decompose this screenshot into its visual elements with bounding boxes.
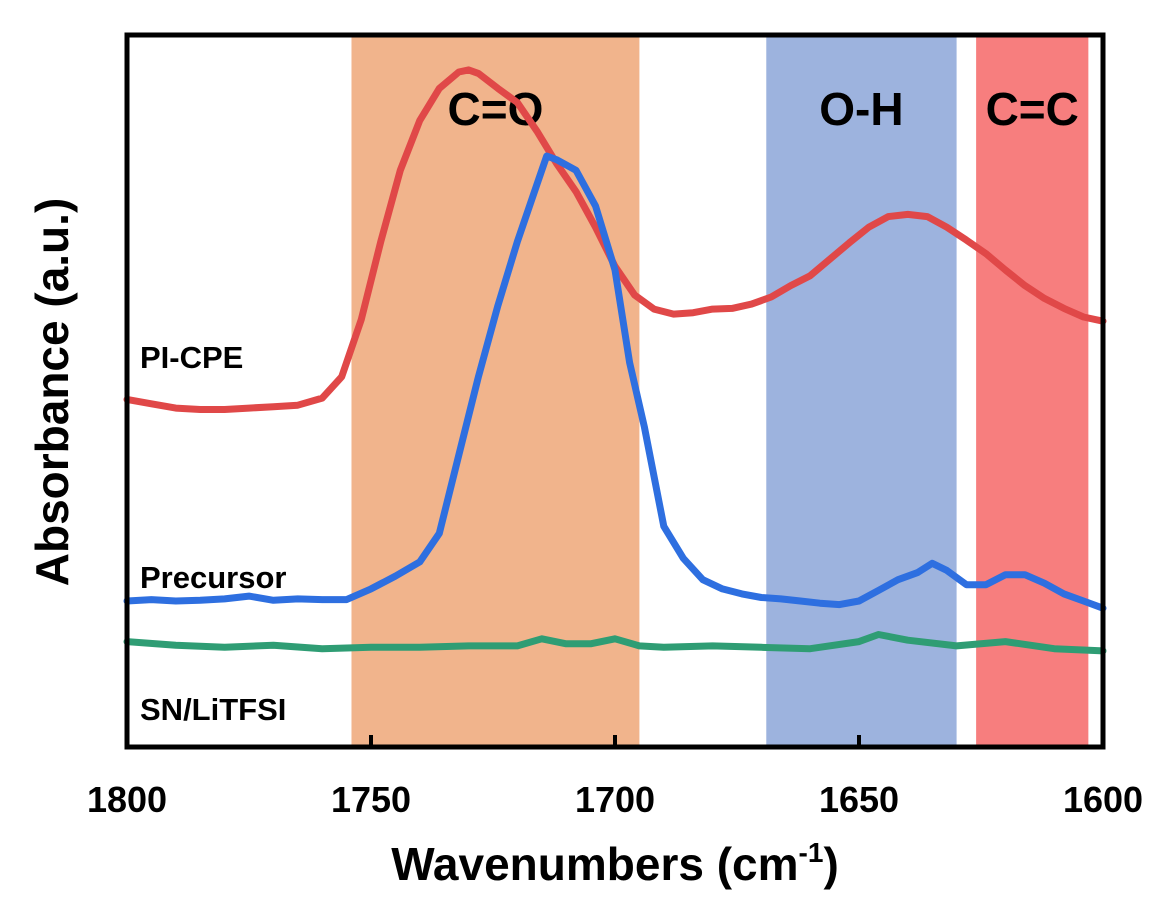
series-layer bbox=[123, 66, 1107, 655]
series-line-pi-cpe bbox=[123, 66, 1107, 413]
x-tick-label-1750: 1750 bbox=[331, 779, 411, 820]
band-label-c-c: C=C bbox=[986, 83, 1079, 135]
x-tick-label-1650: 1650 bbox=[819, 779, 899, 820]
x-tick-label-1800: 1800 bbox=[87, 779, 167, 820]
x-axis-title-superscript: -1 bbox=[799, 837, 824, 868]
x-axis-title-close: ) bbox=[823, 838, 838, 890]
series-label-precursor: Precursor bbox=[140, 560, 286, 595]
x-axis-title: Wavenumbers (cm-1) bbox=[391, 837, 839, 890]
series-line-precursor bbox=[123, 152, 1107, 612]
x-axis-title-main: Wavenumbers (cm bbox=[391, 838, 798, 890]
band-o-h bbox=[766, 35, 957, 747]
band-label-o-h: O-H bbox=[819, 83, 903, 135]
y-axis-title: Absorbance (a.u.) bbox=[26, 198, 78, 587]
band-layer bbox=[351, 35, 1089, 747]
series-label-pi-cpe: PI-CPE bbox=[140, 340, 243, 375]
band-label-c-o: C=O bbox=[448, 83, 544, 135]
series-label-sn-litfsi: SN/LiTFSI bbox=[140, 692, 286, 727]
x-tick-label-1700: 1700 bbox=[575, 779, 655, 820]
x-tick-label-1600: 1600 bbox=[1063, 779, 1143, 820]
band-c-c bbox=[976, 35, 1089, 747]
band-c-o bbox=[351, 35, 640, 747]
series-line-sn-litfsi bbox=[123, 631, 1107, 655]
x-tick-marks bbox=[125, 735, 1105, 747]
